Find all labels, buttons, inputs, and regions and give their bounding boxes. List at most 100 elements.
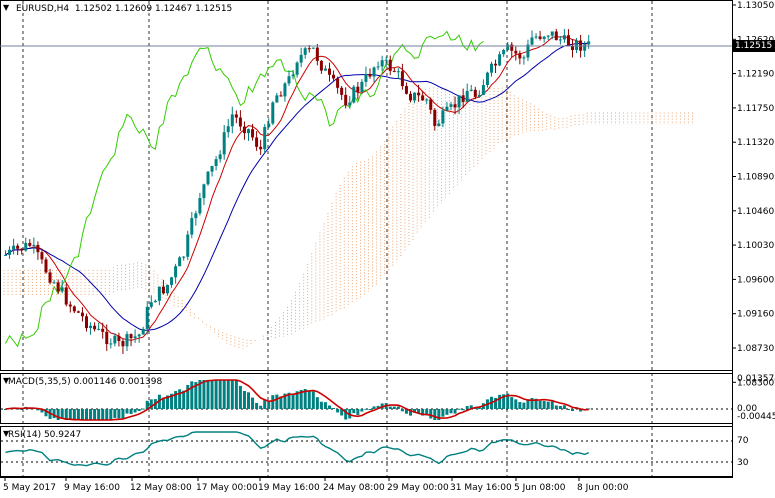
macd-bar xyxy=(186,384,190,409)
price-tick-label: 1.12190 xyxy=(737,70,774,80)
macd-bar xyxy=(279,396,283,409)
collapse-arrow-icon[interactable]: ▼ xyxy=(3,376,10,385)
macd-bar xyxy=(571,409,574,412)
candle-body xyxy=(202,184,206,199)
candle-body xyxy=(97,328,101,330)
macd-bar xyxy=(400,409,404,412)
candle-body xyxy=(542,36,546,39)
macd-bar xyxy=(226,380,230,409)
macd-bar xyxy=(125,409,129,414)
candle-body xyxy=(24,242,28,251)
macd-bar xyxy=(344,409,348,420)
candlesticks[interactable] xyxy=(4,28,591,354)
macd-bar xyxy=(4,409,7,410)
macd-bar xyxy=(60,409,64,419)
candle-body xyxy=(157,286,161,301)
candle-body xyxy=(485,72,489,86)
collapse-arrow-icon[interactable]: ▼ xyxy=(3,429,10,438)
candle-body xyxy=(437,123,441,126)
macd-bar xyxy=(526,399,530,409)
macd-bar xyxy=(510,397,514,409)
kijun-line xyxy=(5,42,589,331)
candle-body xyxy=(28,242,32,246)
macd-bar xyxy=(234,380,238,409)
macd-bar xyxy=(36,409,40,411)
candle-body xyxy=(348,102,352,106)
candle-body xyxy=(137,334,141,337)
macd-bar xyxy=(44,409,48,417)
macd-bar xyxy=(457,408,461,410)
candle-body xyxy=(404,86,408,94)
macd-bar xyxy=(566,409,570,410)
macd-bar xyxy=(303,389,307,409)
candle-body xyxy=(279,95,283,97)
candle-body xyxy=(56,282,60,292)
candle-body xyxy=(558,39,562,41)
time-tick-label: 31 May 16:00 xyxy=(450,483,512,493)
candle-body xyxy=(506,44,510,51)
macd-bar xyxy=(117,409,121,419)
rsi-tick-label: 70 xyxy=(737,436,749,446)
candle-body xyxy=(546,35,550,37)
rsi-line xyxy=(5,431,589,467)
price-tick-label: 1.10890 xyxy=(737,173,774,183)
candle-body xyxy=(360,81,364,92)
macd-bar xyxy=(259,405,263,409)
macd-bar xyxy=(506,393,510,409)
candle-body xyxy=(457,95,461,108)
candle-body xyxy=(299,54,303,63)
macd-bar xyxy=(198,380,202,409)
price-tick-label: 1.08300 xyxy=(737,378,774,388)
candle-body xyxy=(550,31,554,36)
macd-bar xyxy=(56,409,60,420)
macd-bar xyxy=(141,408,145,410)
candle-body xyxy=(498,54,502,66)
price-tick-label: 1.11750 xyxy=(737,104,774,114)
candle-body xyxy=(259,146,263,150)
macd-bar xyxy=(542,400,546,409)
price-tick-label: 1.11320 xyxy=(737,138,774,148)
macd-bar xyxy=(348,409,352,419)
macd-bar xyxy=(587,408,591,410)
candle-body xyxy=(368,73,372,77)
macd-bar xyxy=(93,409,97,420)
macd-bar xyxy=(263,399,267,409)
candle-body xyxy=(230,114,234,127)
candle-body xyxy=(538,36,542,39)
candle-body xyxy=(522,57,526,59)
macd-bar xyxy=(121,409,125,419)
macd-bar xyxy=(534,398,538,409)
candle-body xyxy=(562,35,566,40)
candle-body xyxy=(32,244,36,246)
candle-body xyxy=(566,35,570,46)
main-pane[interactable] xyxy=(0,0,733,371)
candle-body xyxy=(129,334,133,339)
candle-body xyxy=(48,272,52,283)
candle-body xyxy=(247,129,250,134)
macd-bar xyxy=(109,409,113,420)
macd-bar xyxy=(218,380,222,409)
macd-bar xyxy=(307,390,311,409)
rsi-pane[interactable] xyxy=(0,426,733,477)
macd-bar xyxy=(319,401,323,409)
candle-body xyxy=(583,44,587,51)
candle-body xyxy=(89,325,93,329)
macd-bar xyxy=(518,402,522,409)
collapse-arrow-icon[interactable]: ▼ xyxy=(3,3,10,12)
candle-body xyxy=(4,254,7,256)
candle-body xyxy=(534,36,538,38)
macd-bar xyxy=(413,409,417,413)
macd-tick-label: -0.004455 xyxy=(737,412,775,422)
macd-bar xyxy=(283,393,287,409)
candle-body xyxy=(153,300,157,303)
macd-bar xyxy=(137,409,141,411)
macd-bar xyxy=(271,395,275,409)
macd-bar xyxy=(89,409,93,420)
candle-body xyxy=(12,245,16,250)
candle-body xyxy=(161,286,165,294)
macd-label: MACD(5,35,5) 0.001146 0.001398 xyxy=(8,377,163,387)
macd-tick-label: 0.013574 xyxy=(737,374,775,384)
candle-body xyxy=(222,132,226,155)
candle-body xyxy=(170,277,174,285)
